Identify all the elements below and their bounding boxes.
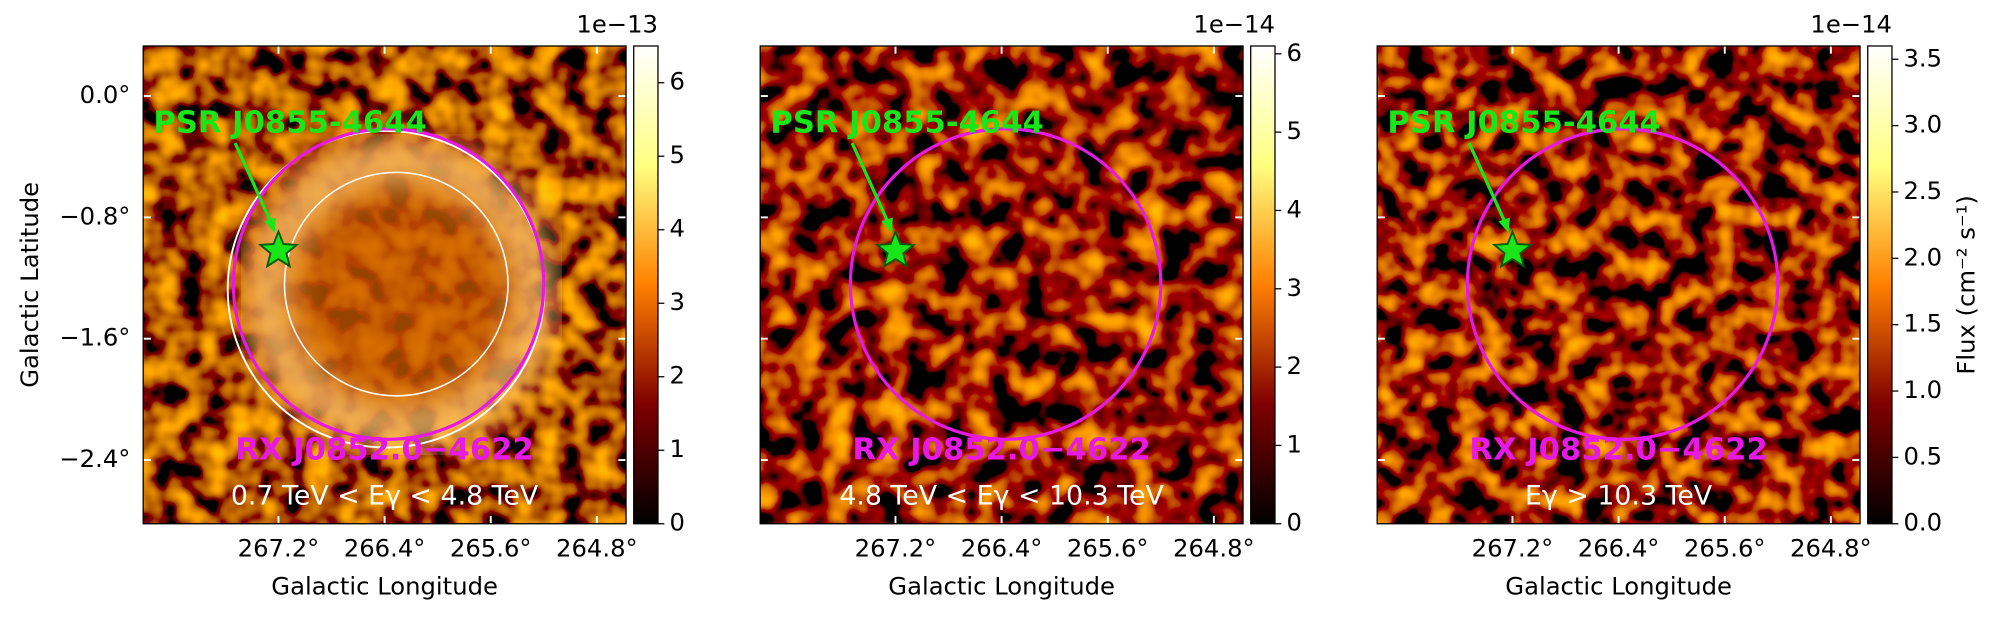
colorbar-tick-label: 2 — [669, 361, 684, 390]
colorbar-tick-label: 1 — [669, 434, 684, 463]
colorbar-tick-label: 1 — [1286, 429, 1301, 458]
x-tick-label: 264.8° — [1173, 533, 1255, 562]
colorbar-tick-label: 2 — [1286, 351, 1301, 380]
source-label: PSR J0855-4644 — [1387, 105, 1660, 140]
x-axis-label: Galactic Longitude — [1505, 572, 1732, 601]
colorbar-tick-label: 1.0 — [1903, 375, 1942, 404]
arrow — [850, 142, 894, 231]
x-tick-label: 264.8° — [1790, 533, 1872, 562]
source-star — [874, 228, 917, 269]
emission-shell — [246, 139, 557, 450]
colorbar-tick-label: 0.0 — [1903, 508, 1942, 537]
region-circle — [848, 127, 1163, 441]
colorbar — [1250, 45, 1276, 525]
axes-frame — [1376, 45, 1861, 525]
arrow-head — [264, 217, 276, 233]
x-axis-label: Galactic Longitude — [888, 572, 1115, 601]
arrow — [1467, 142, 1511, 231]
colorbar-tick-label: 5 — [669, 140, 684, 169]
colorbar — [633, 45, 659, 525]
colorbar-tick-label: 3 — [1286, 273, 1301, 302]
map — [143, 45, 627, 524]
colorbar — [1867, 45, 1893, 525]
x-tick-label: 265.6° — [1067, 533, 1149, 562]
map-noise — [1377, 45, 1861, 524]
contour — [283, 171, 509, 397]
arrow-head — [881, 217, 893, 233]
colorbar-offset: 1e−14 — [1810, 10, 1892, 39]
x-tick-label: 264.8° — [556, 533, 638, 562]
x-tick-label: 267.2° — [238, 533, 320, 562]
region-circle — [1465, 127, 1780, 441]
colorbar-tick-label: 5 — [1286, 116, 1301, 145]
map — [1377, 45, 1861, 524]
x-tick-label: 266.4° — [1578, 533, 1660, 562]
colorbar-tick-label: 6 — [669, 67, 684, 96]
map-noise — [760, 45, 1244, 524]
y-axis-label: Galactic Latitude — [15, 182, 44, 388]
colorbar-tick-label: 4 — [1286, 194, 1301, 223]
colorbar-tick-label: 6 — [1286, 38, 1301, 67]
source-star — [257, 228, 300, 269]
colorbar-tick-label: 2.5 — [1903, 176, 1942, 205]
x-axis-label: Galactic Longitude — [271, 572, 498, 601]
x-tick-label: 265.6° — [450, 533, 532, 562]
colorbar-tick-label: 0 — [669, 508, 684, 537]
x-tick-label: 266.4° — [961, 533, 1043, 562]
y-tick-label: −2.4° — [59, 444, 130, 473]
colorbar-tick-label: 0.5 — [1903, 441, 1942, 470]
y-tick-label: 0.0° — [80, 80, 131, 109]
region-circle — [231, 127, 546, 441]
axes-frame — [759, 45, 1244, 525]
colorbar-offset: 1e−14 — [1193, 10, 1275, 39]
colorbar-tick-label: 3.5 — [1903, 43, 1942, 72]
source-label: PSR J0855-4644 — [153, 105, 426, 140]
arrow — [233, 142, 277, 231]
axes-frame — [142, 45, 627, 525]
x-tick-label: 267.2° — [855, 533, 937, 562]
energy-label: 4.8 TeV < Eγ < 10.3 TeV — [839, 480, 1164, 511]
source-star — [1491, 228, 1534, 269]
colorbar-tick-label: 3.0 — [1903, 110, 1942, 139]
region-label: RX J0852.0−4622 — [852, 432, 1150, 467]
colorbar-tick-label: 1.5 — [1903, 309, 1942, 338]
x-tick-label: 267.2° — [1472, 533, 1554, 562]
colorbar-tick-label: 4 — [669, 214, 684, 243]
region-label: RX J0852.0−4622 — [1469, 432, 1767, 467]
colorbar-offset: 1e−13 — [576, 10, 658, 39]
energy-label: 0.7 TeV < Eγ < 4.8 TeV — [231, 480, 539, 511]
x-tick-label: 266.4° — [344, 533, 426, 562]
y-tick-label: −1.6° — [59, 323, 130, 352]
x-tick-label: 265.6° — [1684, 533, 1766, 562]
source-label: PSR J0855-4644 — [770, 105, 1043, 140]
colorbar-label: Flux (cm⁻² s⁻¹) — [1951, 195, 1980, 375]
map — [760, 45, 1244, 524]
arrow-head — [1498, 217, 1510, 233]
colorbar-tick-label: 3 — [669, 287, 684, 316]
energy-label: Eγ > 10.3 TeV — [1525, 480, 1713, 511]
region-label: RX J0852.0−4622 — [235, 432, 533, 467]
y-tick-label: −0.8° — [59, 201, 130, 230]
colorbar-tick-label: 0 — [1286, 508, 1301, 537]
colorbar-tick-label: 2.0 — [1903, 242, 1942, 271]
